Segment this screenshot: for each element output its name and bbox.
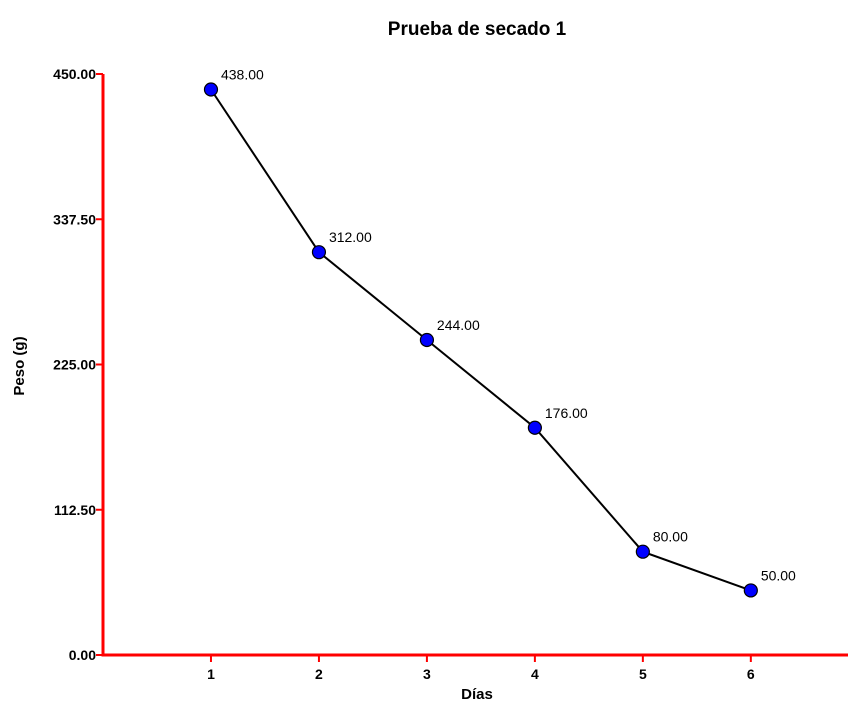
x-tick-label: 6 bbox=[747, 666, 755, 682]
y-tick-label: 225.00 bbox=[53, 357, 96, 373]
data-label: 80.00 bbox=[653, 529, 688, 545]
x-axis-label: Días bbox=[461, 686, 493, 703]
data-point bbox=[635, 544, 650, 559]
y-tick-label: 337.50 bbox=[53, 211, 96, 227]
data-label: 312.00 bbox=[329, 229, 372, 245]
data-point bbox=[527, 420, 542, 435]
data-point bbox=[743, 583, 758, 598]
data-point bbox=[203, 82, 219, 97]
x-tick-label: 3 bbox=[423, 666, 431, 682]
data-label: 50.00 bbox=[761, 567, 796, 583]
y-tick-label: 450.00 bbox=[53, 66, 96, 82]
data-point bbox=[419, 332, 435, 348]
y-tick-label: 112.50 bbox=[54, 502, 96, 518]
series-line bbox=[210, 88, 752, 592]
x-tick-label: 4 bbox=[531, 666, 539, 682]
y-tick-label: 0.00 bbox=[69, 647, 96, 663]
y-axis-label: Peso (g) bbox=[11, 336, 28, 395]
x-tick-label: 2 bbox=[315, 666, 323, 682]
data-label: 176.00 bbox=[545, 405, 588, 421]
series: 438.00 312.00 244.00 176.00 80.00 50.00 bbox=[203, 66, 796, 598]
chart-title: Prueba de secado 1 bbox=[388, 19, 567, 40]
x-tick-label: 5 bbox=[639, 666, 647, 682]
data-point bbox=[311, 245, 327, 260]
data-label: 244.00 bbox=[437, 317, 480, 333]
ticks: 0.00 112.50 225.00 337.50 450.00 1 2 3 4 5 6 bbox=[53, 66, 755, 682]
data-label: 438.00 bbox=[221, 66, 264, 82]
axes bbox=[101, 74, 848, 657]
x-tick-label: 1 bbox=[207, 666, 215, 682]
